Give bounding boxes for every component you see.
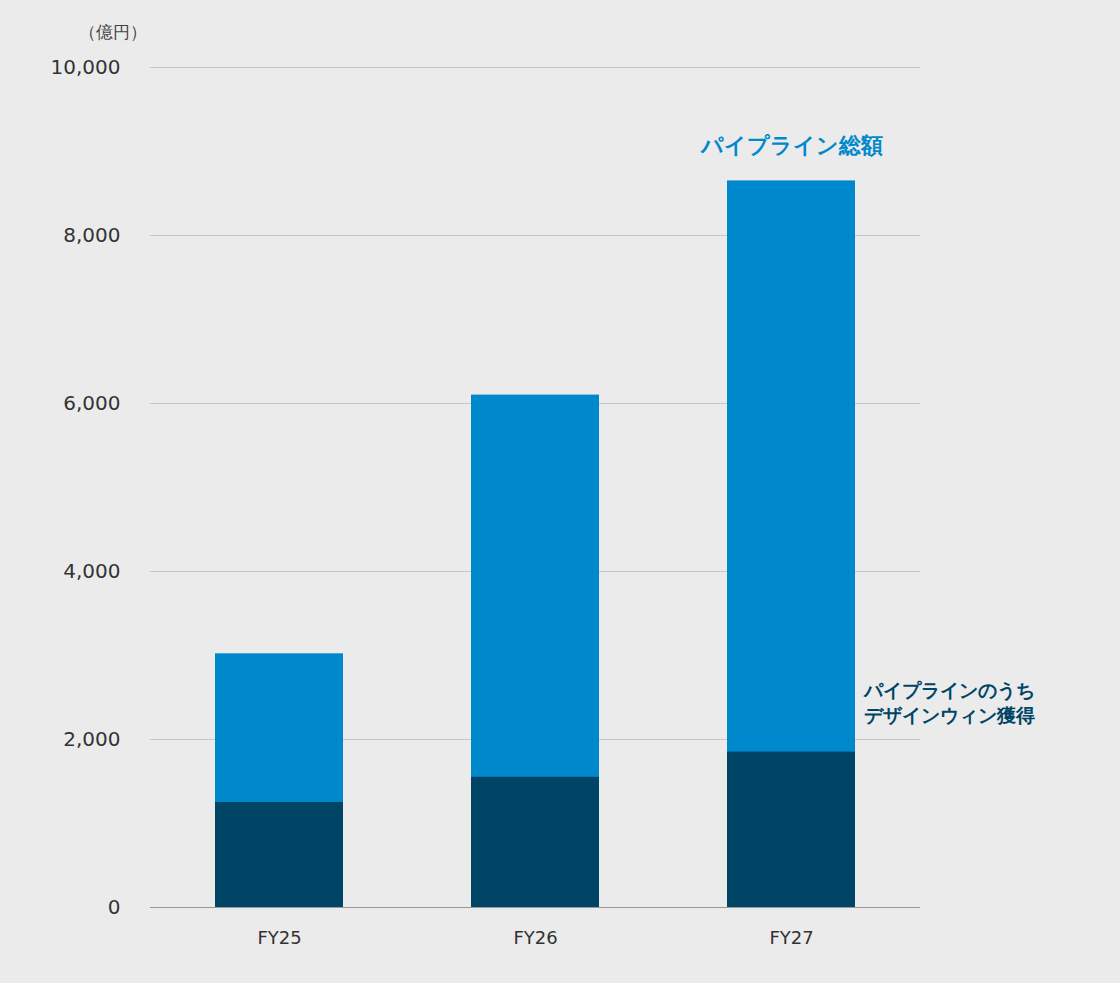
svg-text:6,000: 6,000 [63, 391, 120, 415]
svg-text:FY27: FY27 [769, 927, 813, 948]
svg-text:（億円）: （億円） [79, 22, 147, 42]
svg-text:10,000: 10,000 [51, 55, 121, 79]
svg-text:0: 0 [108, 895, 121, 919]
svg-text:パイプライン総額: パイプライン総額 [700, 133, 883, 158]
svg-text:FY26: FY26 [513, 927, 557, 948]
svg-text:4,000: 4,000 [63, 559, 120, 583]
svg-text:8,000: 8,000 [63, 223, 120, 247]
svg-text:パイプラインのうちデザインウィン獲得: パイプラインのうちデザインウィン獲得 [863, 679, 1035, 726]
svg-text:2,000: 2,000 [63, 727, 120, 751]
svg-text:FY25: FY25 [257, 927, 301, 948]
